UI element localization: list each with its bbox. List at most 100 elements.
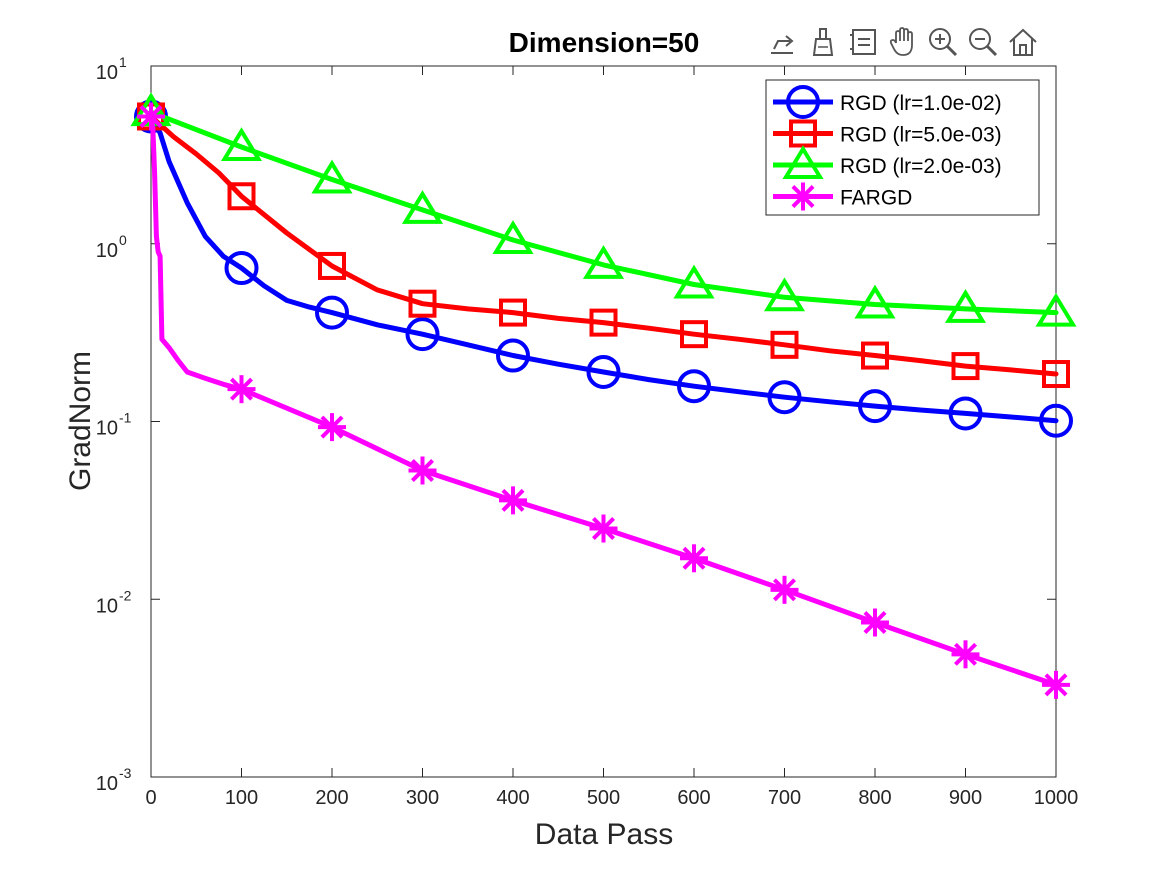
data-point [1035, 292, 1077, 327]
y-tick-label-base: 10 [96, 595, 118, 617]
legend-label: RGD (lr=1.0e-02) [840, 92, 1002, 115]
data-point [589, 514, 618, 543]
chart-title: Dimension=50 [509, 27, 700, 58]
y-tick-label: 10 -1 [96, 410, 132, 440]
legend-item[interactable]: FARGD [773, 182, 912, 211]
series-3 [137, 102, 1070, 699]
data-point [770, 330, 799, 359]
data-point [673, 264, 715, 299]
figure-toolbar [764, 22, 1042, 62]
brush-icon[interactable] [804, 23, 842, 61]
data-point [948, 396, 983, 431]
legend-item[interactable]: RGD (lr=5.0e-03) [773, 119, 1002, 148]
data-point [499, 298, 527, 327]
y-tick-label: 10 -3 [96, 765, 132, 795]
data-point [496, 338, 530, 373]
zoom-out-icon[interactable] [964, 23, 1002, 61]
tick-marks [150, 65, 1057, 778]
data-point [405, 317, 440, 352]
x-tick-label: 200 [315, 787, 348, 809]
y-axis-label: GradNorm [64, 351, 97, 491]
data-point [499, 486, 527, 515]
x-tick-label: 800 [858, 787, 891, 809]
data-point [582, 245, 625, 279]
y-tick-label: 10 -2 [96, 587, 132, 617]
y-tick-label-exponent: -2 [119, 587, 132, 603]
legend-label: FARGD [840, 187, 912, 210]
data-point [680, 544, 708, 573]
x-tick-label: 900 [949, 787, 982, 809]
pan-hand-icon[interactable] [884, 23, 922, 61]
y-tick-label-base: 10 [96, 62, 118, 84]
data-point [786, 85, 820, 119]
y-tick-label-base: 10 [96, 773, 118, 795]
data-point [767, 380, 802, 415]
y-tick-label-base: 10 [96, 418, 118, 440]
data-point [951, 352, 980, 381]
y-tick-label: 10 0 [96, 232, 127, 262]
legend[interactable]: RGD (lr=1.0e-02) RGD (lr=5.0e-03) RGD (lr=… [765, 79, 1040, 216]
data-point [858, 389, 892, 424]
data-point [492, 220, 534, 254]
data-point [1039, 403, 1073, 438]
zoom-in-icon[interactable] [924, 23, 962, 61]
x-tick-label: 600 [677, 787, 710, 809]
y-tick-label-exponent: 0 [119, 232, 127, 248]
data-point [224, 251, 259, 286]
data-point [586, 354, 621, 389]
series-2 [130, 92, 1077, 327]
data-point [408, 289, 437, 318]
series-layer [130, 92, 1077, 699]
x-tick-label: 0 [145, 787, 156, 809]
data-point [227, 182, 256, 211]
data-point [137, 102, 165, 131]
legend-label: RGD (lr=5.0e-03) [840, 124, 1002, 147]
data-point [944, 289, 987, 323]
y-tick-label-exponent: 1 [119, 54, 127, 70]
x-tick-label: 300 [406, 787, 439, 809]
data-point [227, 375, 256, 404]
data-point [861, 608, 889, 637]
data-point [318, 251, 346, 280]
y-tick-label: 10 1 [96, 54, 127, 84]
data-point [220, 127, 263, 162]
data-point [789, 182, 817, 211]
data-point [861, 341, 889, 370]
series-line [148, 109, 1059, 316]
x-tick-label: 1000 [1034, 787, 1079, 809]
data-point [763, 277, 806, 312]
y-tick-label-base: 10 [96, 240, 118, 262]
data-point [854, 284, 896, 319]
data-point [770, 575, 799, 604]
x-tick-label: 100 [225, 787, 258, 809]
home-icon[interactable] [1004, 23, 1042, 61]
series-line [148, 114, 1059, 377]
data-point [951, 640, 980, 669]
legend-label: RGD (lr=2.0e-03) [840, 155, 1002, 178]
data-point [782, 145, 824, 179]
data-point [680, 320, 708, 349]
y-tick-label-exponent: -1 [119, 410, 132, 426]
export-icon[interactable] [764, 23, 802, 61]
series-1 [137, 102, 1070, 389]
y-tick-label-exponent: -3 [119, 765, 132, 781]
legend-item[interactable]: RGD (lr=2.0e-03) [773, 145, 1002, 179]
x-tick-label: 700 [768, 787, 801, 809]
series-line [148, 114, 1059, 688]
data-point [401, 190, 444, 224]
x-tick-labels: 0 100 200 300 400 500 600 700 800 900 1000 [145, 787, 1078, 809]
data-point [408, 456, 437, 485]
data-point [589, 308, 618, 337]
data-point [318, 413, 346, 442]
data-point [677, 369, 711, 404]
x-tick-label: 400 [496, 787, 529, 809]
data-point [311, 159, 353, 194]
legend-toggle-icon[interactable] [844, 23, 882, 61]
data-point [1042, 670, 1070, 699]
legend-item[interactable]: RGD (lr=1.0e-02) [773, 85, 1002, 119]
data-point [1042, 360, 1070, 389]
x-tick-label: 500 [587, 787, 620, 809]
x-axis-label: Data Pass [535, 818, 673, 851]
